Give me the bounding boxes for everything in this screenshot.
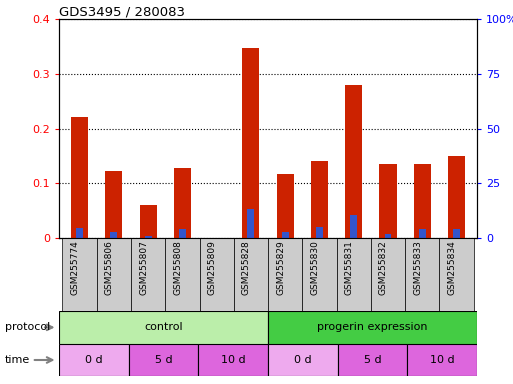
Text: GSM255834: GSM255834 [447,240,457,295]
Bar [145,236,151,238]
Bar [453,229,460,238]
Text: GSM255829: GSM255829 [276,240,285,295]
Bar [234,238,268,311]
Text: GSM255828: GSM255828 [242,240,251,295]
Text: GSM255830: GSM255830 [310,240,320,295]
Text: GDS3495 / 280083: GDS3495 / 280083 [59,5,185,18]
Text: GSM255832: GSM255832 [379,240,388,295]
Bar [129,344,199,376]
Bar [282,232,289,238]
Text: GSM255831: GSM255831 [345,240,354,295]
Bar [407,344,477,376]
Text: GSM255833: GSM255833 [413,240,422,295]
Bar [337,238,371,311]
Bar [174,168,191,238]
Bar [242,48,260,238]
Bar [419,229,426,238]
Bar [59,344,129,376]
Text: progerin expression: progerin expression [318,322,428,333]
Bar [302,238,337,311]
Bar [350,215,357,238]
Text: 10 d: 10 d [430,355,455,365]
Text: control: control [144,322,183,333]
Bar [247,209,254,238]
Text: 5 d: 5 d [364,355,381,365]
Bar [131,238,165,311]
Bar [268,238,302,311]
Bar [338,344,407,376]
Text: GSM255806: GSM255806 [105,240,114,295]
Bar [440,238,473,311]
Bar [345,85,362,238]
Bar [110,232,117,238]
Bar [277,174,294,238]
Text: 10 d: 10 d [221,355,246,365]
Bar [105,171,123,238]
Bar [179,229,186,238]
Text: GSM255809: GSM255809 [208,240,216,295]
Text: GSM255807: GSM255807 [139,240,148,295]
Bar [63,238,96,311]
Bar [311,162,328,238]
Bar [71,117,88,238]
Bar [371,238,405,311]
Bar [448,156,465,238]
Bar [268,311,477,344]
Text: GSM255774: GSM255774 [71,240,80,295]
Text: protocol: protocol [5,322,50,333]
Text: 5 d: 5 d [155,355,172,365]
Bar [140,205,156,238]
Bar [413,164,431,238]
Text: 0 d: 0 d [294,355,312,365]
Text: GSM255808: GSM255808 [173,240,182,295]
Bar [76,228,83,238]
Bar [96,238,131,311]
Text: 0 d: 0 d [85,355,103,365]
Text: time: time [5,355,30,365]
Bar [200,238,234,311]
Bar [316,227,323,238]
Bar [59,311,268,344]
Bar [199,344,268,376]
Bar [165,238,200,311]
Bar [268,344,338,376]
Bar [380,164,397,238]
Bar [405,238,440,311]
Bar [385,234,391,238]
